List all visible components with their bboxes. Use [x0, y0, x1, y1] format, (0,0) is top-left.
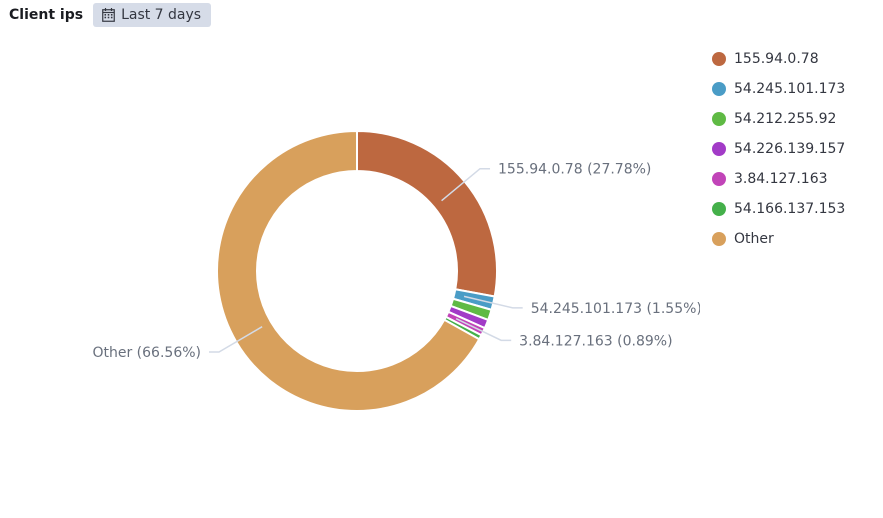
callout-line-54-245-101-173	[463, 295, 523, 309]
legend-swatch	[712, 82, 726, 96]
legend-swatch	[712, 112, 726, 126]
legend-swatch	[712, 202, 726, 216]
legend-item-54-245-101-173[interactable]: 54.245.101.173	[712, 74, 845, 104]
donut-slice-155-94-0-78[interactable]	[356, 129, 498, 298]
legend-label: 155.94.0.78	[734, 51, 819, 67]
legend-swatch	[712, 52, 726, 66]
slice-label-other: Other (66.56%)	[92, 345, 201, 361]
time-range-label: Last 7 days	[121, 7, 202, 23]
time-range-badge[interactable]: Last 7 days	[93, 3, 212, 27]
calendar-icon	[102, 8, 115, 22]
callout-line-155-94-0-78	[441, 167, 491, 202]
legend-swatch	[712, 172, 726, 186]
legend-label: 54.245.101.173	[734, 81, 846, 97]
legend-label: 54.166.137.153	[734, 201, 846, 217]
donut-chart-svg: 155.94.0.78 (27.78%) 54.245.101.173 (1.55…	[92, 129, 702, 412]
panel-title: Client ips	[9, 7, 84, 23]
legend-item-3-84-127-163[interactable]: 3.84.127.163	[712, 164, 845, 194]
legend-item-54-212-255-92[interactable]: 54.212.255.92	[712, 104, 845, 134]
panel-header: Client ips Last 7 days	[0, 0, 212, 30]
legend-label: 54.212.255.92	[734, 111, 837, 127]
donut-chart: 155.94.0.78 (27.78%) 54.245.101.173 (1.55…	[0, 30, 702, 513]
legend-label: 54.226.139.157	[734, 141, 846, 157]
legend-swatch	[712, 142, 726, 156]
legend-label: Other	[734, 231, 774, 247]
chart-legend: 155.94.0.78 54.245.101.173 54.212.255.92 54…	[712, 44, 845, 254]
legend-item-54-166-137-153[interactable]: 54.166.137.153	[712, 194, 845, 224]
legend-label: 3.84.127.163	[734, 171, 828, 187]
legend-item-54-226-139-157[interactable]: 54.226.139.157	[712, 134, 845, 164]
slice-label-3-84-127-163: 3.84.127.163 (0.89%)	[519, 333, 672, 349]
legend-item-other[interactable]: Other	[712, 224, 845, 254]
callout-line-other	[209, 326, 263, 353]
legend-item-155-94-0-78[interactable]: 155.94.0.78	[712, 44, 845, 74]
slice-label-54-245-101-173: 54.245.101.173 (1.55%)	[531, 301, 700, 317]
legend-swatch	[712, 232, 726, 246]
slice-label-155-94-0-78: 155.94.0.78 (27.78%)	[498, 162, 651, 178]
donut-slice-other[interactable]	[216, 129, 481, 412]
callout-line-3-84-127-163	[455, 318, 512, 342]
